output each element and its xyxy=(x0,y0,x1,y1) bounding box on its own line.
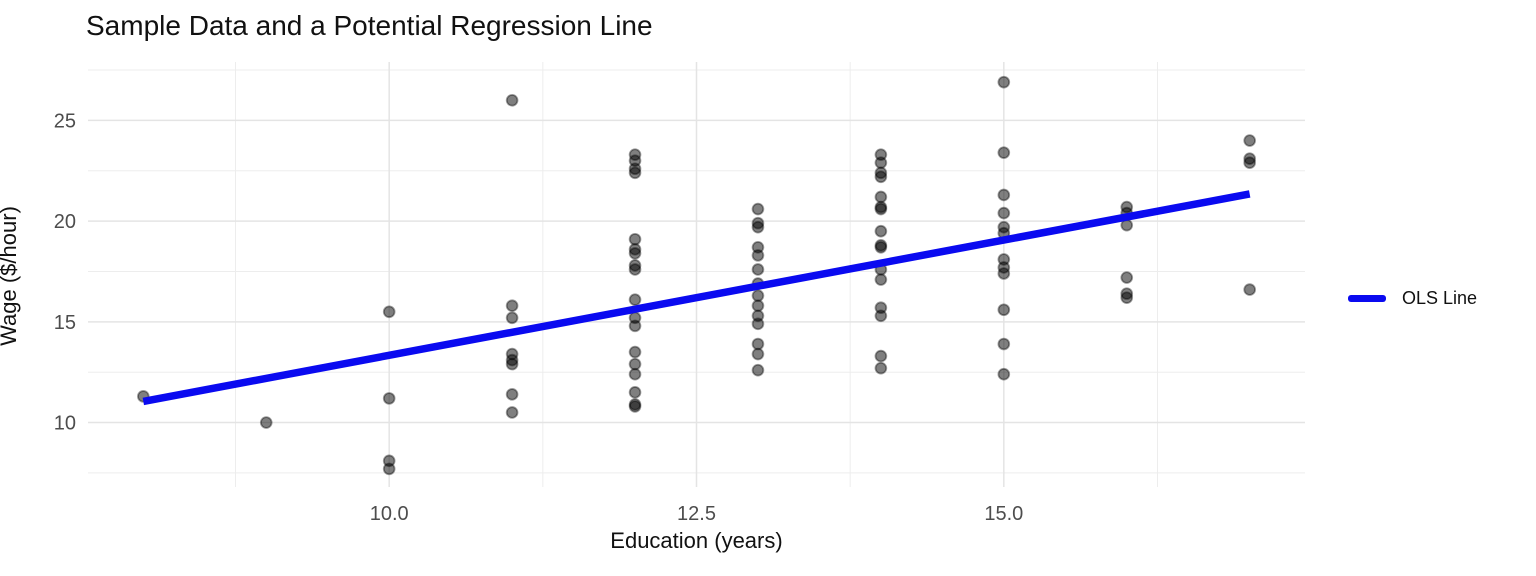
data-point xyxy=(505,311,519,325)
data-point xyxy=(874,170,888,184)
data-point xyxy=(505,299,519,313)
data-point xyxy=(997,146,1011,159)
data-point xyxy=(751,347,765,361)
data-point xyxy=(874,224,888,238)
x-axis-tick-labels: 10.0 12.5 15.0 xyxy=(370,503,1024,525)
data-point xyxy=(382,462,396,476)
x-axis-title: Education (years) xyxy=(610,528,783,553)
y-tick-label: 20 xyxy=(54,211,76,233)
data-point xyxy=(1243,134,1256,147)
major-gridlines xyxy=(88,62,1305,487)
y-tick-label: 25 xyxy=(54,110,76,132)
legend-key-line-swatch xyxy=(1348,294,1386,302)
data-point xyxy=(874,361,888,375)
data-point xyxy=(1120,291,1134,304)
legend: OLS Line xyxy=(1348,284,1477,312)
data-point xyxy=(874,241,888,254)
data-point xyxy=(874,202,888,216)
data-point xyxy=(628,345,642,359)
y-axis-title: Wage ($/hour) xyxy=(0,206,21,346)
data-point xyxy=(997,206,1011,220)
data-point xyxy=(1120,271,1134,284)
data-point xyxy=(997,75,1011,89)
data-point xyxy=(382,392,396,405)
data-point xyxy=(997,188,1011,202)
scatter-points xyxy=(137,75,1256,476)
data-point xyxy=(1243,156,1256,170)
data-point xyxy=(628,319,642,333)
data-point xyxy=(751,317,765,331)
x-tick-label: 12.5 xyxy=(677,503,716,525)
data-point xyxy=(751,220,765,234)
data-point xyxy=(751,263,765,276)
data-point xyxy=(628,386,642,399)
data-point xyxy=(751,249,765,262)
data-point xyxy=(997,303,1011,317)
x-tick-label: 15.0 xyxy=(984,503,1023,525)
data-point xyxy=(997,337,1011,351)
data-point xyxy=(874,349,888,363)
data-point xyxy=(751,202,765,216)
ols-regression-line xyxy=(142,190,1251,406)
data-point xyxy=(997,367,1011,381)
data-point xyxy=(505,406,519,419)
data-point xyxy=(505,357,519,371)
data-point xyxy=(874,273,888,286)
data-point xyxy=(505,93,519,107)
data-point xyxy=(628,166,642,180)
data-point xyxy=(628,367,642,381)
y-axis-tick-labels: 10 15 20 25 xyxy=(54,110,76,434)
x-tick-label: 10.0 xyxy=(370,503,409,525)
data-point xyxy=(1243,283,1256,296)
data-point xyxy=(628,263,642,276)
data-point xyxy=(874,309,888,323)
y-tick-label: 15 xyxy=(54,312,76,334)
data-point xyxy=(505,388,519,401)
data-point xyxy=(259,416,273,429)
data-point xyxy=(628,400,642,413)
data-point xyxy=(628,247,642,260)
chart-title: Sample Data and a Potential Regression L… xyxy=(86,10,653,41)
data-point xyxy=(997,267,1011,280)
data-point xyxy=(382,305,396,319)
data-point xyxy=(751,363,765,377)
y-tick-label: 10 xyxy=(54,413,76,435)
data-point xyxy=(628,293,642,306)
legend-label: OLS Line xyxy=(1402,287,1478,308)
